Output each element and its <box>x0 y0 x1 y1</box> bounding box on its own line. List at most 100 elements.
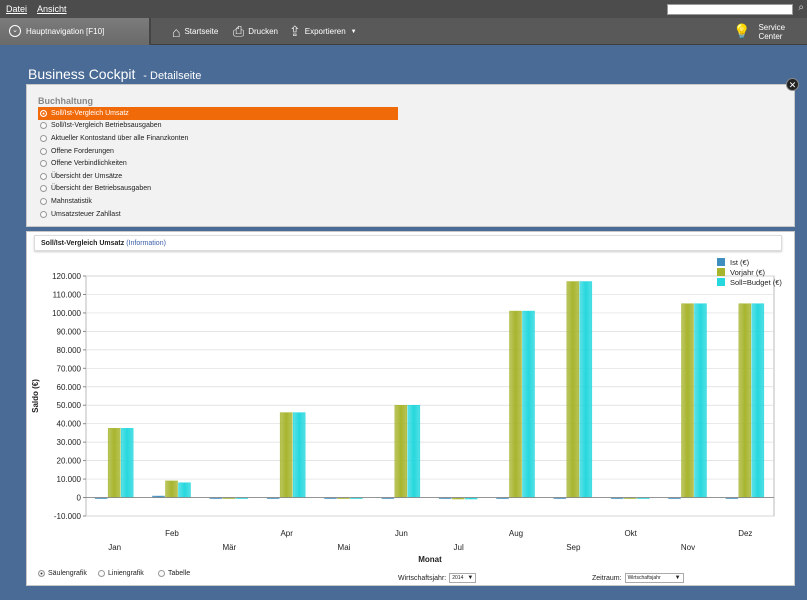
report-option-label: Aktueller Kontostand über alle Finanzkon… <box>51 134 189 142</box>
chart-title: Soll/Ist-Vergleich Umsatz <box>41 239 125 247</box>
search-icon[interactable]: ⌕ <box>798 2 804 13</box>
y-tick-label: 80.000 <box>57 346 82 355</box>
dropdown-arrow-icon: ▼ <box>350 28 357 35</box>
bar <box>522 310 535 498</box>
report-radio-list: Soll/Ist-Vergleich Umsatz Soll/Ist-Vergle… <box>38 107 398 220</box>
menu-ansicht[interactable]: Ansicht <box>37 4 67 14</box>
x-tick-label: Jul <box>454 543 464 552</box>
report-option[interactable]: Übersicht der Umsätze <box>38 170 398 183</box>
radio-icon <box>40 210 47 218</box>
chart-type-label: Tabelle <box>168 569 191 577</box>
radio-icon <box>38 569 45 577</box>
drucken-button[interactable]: ⎙ Drucken <box>233 18 278 45</box>
bar <box>394 404 408 498</box>
hauptnavigation-button[interactable]: ⌄ Hauptnavigation [F10] <box>0 18 151 45</box>
bar <box>681 303 694 498</box>
y-tick-label: 70.000 <box>57 364 82 373</box>
x-tick-label: Nov <box>681 543 695 552</box>
bar <box>509 310 522 498</box>
report-option[interactable]: Übersicht der Betriebsausgaben <box>38 183 398 196</box>
startseite-button[interactable]: ⌂ Startseite <box>172 18 218 45</box>
report-option[interactable]: Soll/Ist-Vergleich Umsatz <box>38 107 398 120</box>
legend-swatch <box>717 258 725 266</box>
section-heading: Buchhaltung <box>38 96 93 106</box>
y-tick-label: 110.000 <box>53 290 82 299</box>
y-tick-label: 10.000 <box>57 475 82 484</box>
x-tick-label: Okt <box>624 529 637 538</box>
export-icon: ⇪ <box>289 23 301 39</box>
hauptnavigation-label: Hauptnavigation [F10] <box>26 27 105 36</box>
y-tick-label: 90.000 <box>57 327 82 336</box>
printer-icon: ⎙ <box>233 23 245 39</box>
search-input[interactable] <box>667 4 793 15</box>
report-option[interactable]: Soll/Ist-Vergleich Betriebsausgaben <box>38 120 398 133</box>
chart-info-link[interactable]: (Information) <box>126 239 166 247</box>
chart-type-option[interactable]: Säulengrafik <box>38 569 87 577</box>
fiscal-year-label: Wirtschaftsjahr: <box>398 574 447 582</box>
report-option-label: Offene Verbindlichkeiten <box>51 160 127 168</box>
fiscal-year-select[interactable]: 2014 ▼ <box>449 573 477 583</box>
x-tick-label: Sep <box>566 543 581 552</box>
bar <box>738 303 752 498</box>
close-icon[interactable]: ✕ <box>786 78 799 91</box>
x-tick-label: Jan <box>108 543 121 552</box>
menu-bar: Datei Ansicht ⌕ <box>0 0 807 18</box>
radio-icon <box>40 147 47 155</box>
x-tick-label: Jun <box>395 529 408 538</box>
service-center-button[interactable]: 💡 Service Center <box>733 18 807 45</box>
bar <box>178 482 191 498</box>
legend-swatch <box>717 278 725 286</box>
x-tick-label: Aug <box>509 529 523 538</box>
chevron-down-icon: ⌄ <box>9 25 21 37</box>
y-tick-label: 0 <box>77 494 82 503</box>
report-option[interactable]: Mahnstatistik <box>38 195 398 208</box>
y-tick-label: 120.000 <box>52 272 81 281</box>
report-option[interactable]: Offene Verbindlichkeiten <box>38 157 398 170</box>
y-axis-label: Saldo (€) <box>31 379 40 413</box>
x-tick-label: Apr <box>280 529 293 538</box>
dropdown-arrow-icon: ▼ <box>674 575 681 581</box>
bar <box>279 412 293 498</box>
y-tick-label: 100.000 <box>52 309 81 318</box>
drucken-label: Drucken <box>248 27 278 36</box>
plot-area <box>85 275 775 517</box>
legend-label: Vorjahr (€) <box>730 268 766 277</box>
period-select[interactable]: Wirtschaftsjahr ▼ <box>624 573 684 583</box>
y-tick-label: 20.000 <box>57 457 82 466</box>
y-tick-label: -10.000 <box>54 512 82 521</box>
report-option[interactable]: Aktueller Kontostand über alle Finanzkon… <box>38 132 398 145</box>
exportieren-label: Exportieren <box>304 27 346 36</box>
chart-type-option[interactable]: Tabelle <box>158 569 191 577</box>
radio-icon <box>40 134 47 142</box>
chart-type-label: Säulengrafik <box>48 569 87 577</box>
report-option-label: Mahnstatistik <box>51 197 92 205</box>
radio-icon <box>40 185 47 193</box>
report-option-label: Übersicht der Betriebsausgaben <box>51 185 152 193</box>
report-option[interactable]: Umsatzsteuer Zahllast <box>38 208 398 221</box>
report-option-label: Soll/Ist-Vergleich Umsatz <box>51 109 129 117</box>
report-option[interactable]: Offene Forderungen <box>38 145 398 158</box>
y-tick-label: 30.000 <box>57 438 82 447</box>
exportieren-button[interactable]: ⇪ Exportieren ▼ <box>289 18 357 45</box>
fiscal-year-value: 2014 <box>452 575 464 581</box>
y-tick-label: 50.000 <box>57 401 82 410</box>
menu-datei[interactable]: Datei <box>6 4 28 14</box>
period-value: Wirtschaftsjahr <box>627 575 661 581</box>
page-subtitle: - Detailseite <box>143 70 202 82</box>
legend-label: Ist (€) <box>730 258 750 267</box>
startseite-label: Startseite <box>184 27 219 36</box>
radio-icon <box>158 569 165 577</box>
bar <box>751 303 765 498</box>
bar <box>107 428 121 498</box>
x-axis-label: Monat <box>418 555 442 564</box>
home-icon: ⌂ <box>172 23 181 40</box>
fiscal-year-control: Wirtschaftsjahr: 2014 ▼ <box>398 573 477 583</box>
report-option-label: Übersicht der Umsätze <box>51 172 123 180</box>
report-option-label: Soll/Ist-Vergleich Betriebsausgaben <box>51 122 162 130</box>
page-title-main: Business Cockpit <box>28 66 136 82</box>
chart-type-label: Liniengrafik <box>108 569 144 577</box>
radio-icon <box>40 160 47 168</box>
legend-label: Soll=Budget (€) <box>730 278 782 287</box>
service-center-label: Service Center <box>758 22 786 41</box>
chart-type-option[interactable]: Liniengrafik <box>98 569 144 577</box>
